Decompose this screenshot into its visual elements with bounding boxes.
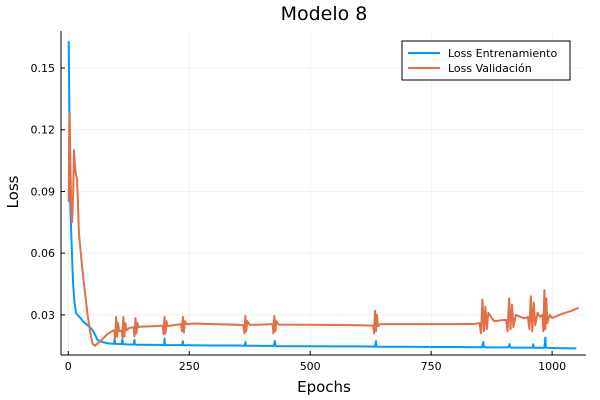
axes xyxy=(60,31,586,356)
legend-box xyxy=(401,40,571,81)
y-tick-label: 0.06 xyxy=(31,247,56,260)
x-tick-label: 500 xyxy=(300,360,321,373)
y-tick-label: 0.03 xyxy=(31,309,56,322)
plot-area xyxy=(67,41,580,350)
y-tick-label: 0.09 xyxy=(31,185,56,198)
y-tick-label: 0.12 xyxy=(31,124,56,137)
legend-label: Loss Entrenamiento xyxy=(448,47,557,60)
x-tick-label: 1000 xyxy=(538,360,566,373)
series-line-2 xyxy=(67,112,580,347)
y-ticks: 0.03 0.06 0.09 0.12 0.15 xyxy=(31,62,65,322)
series-line-1 xyxy=(67,41,577,350)
x-tick-label: 750 xyxy=(421,360,442,373)
x-tick-label: 0 xyxy=(65,360,72,373)
legend: Loss Entrenamiento Loss Validación xyxy=(401,40,571,81)
x-tick-label: 250 xyxy=(179,360,200,373)
x-ticks: 0 250 500 750 1000 xyxy=(65,351,566,373)
y-tick-label: 0.15 xyxy=(31,62,56,75)
chart-title: Modelo 8 xyxy=(281,3,368,25)
y-axis-label: Loss xyxy=(4,175,22,208)
legend-label: Loss Validación xyxy=(448,62,532,75)
x-axis-label: Epochs xyxy=(297,378,351,396)
